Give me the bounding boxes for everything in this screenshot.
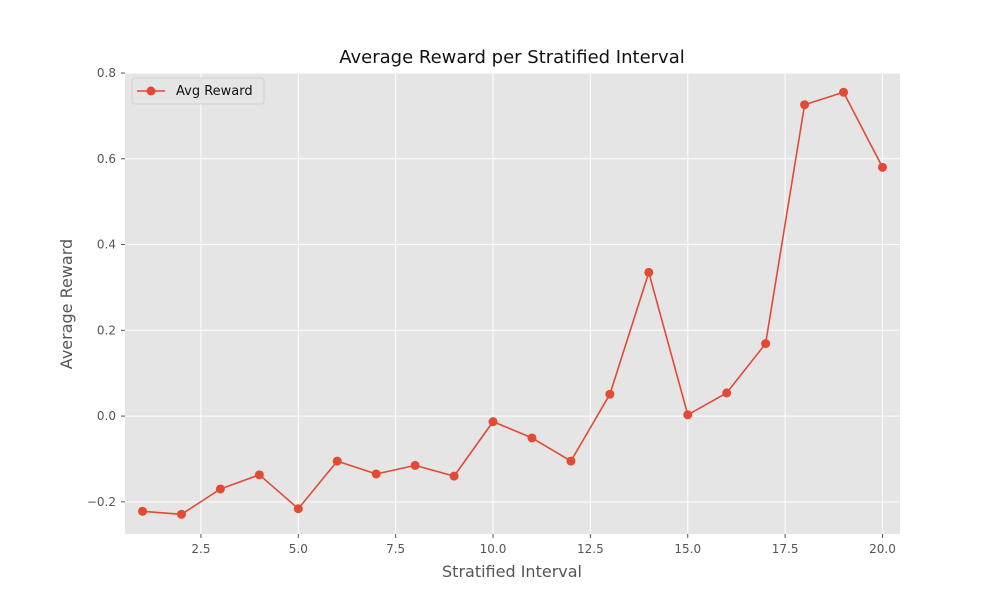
data-point	[176, 509, 186, 519]
x-tick-label: 10.0	[480, 542, 507, 556]
y-tick-label: 0.2	[97, 323, 116, 337]
legend: Avg Reward	[131, 77, 265, 105]
x-tick-label: 7.5	[386, 542, 405, 556]
y-tick-label: 0.4	[97, 238, 116, 252]
x-axis-ticks: 2.5 5.0 7.5 10.0 12.5 15.0 17.5 20.0	[191, 534, 896, 556]
y-tick-label: −0.2	[87, 495, 116, 509]
x-tick-label: 12.5	[577, 542, 604, 556]
data-point	[605, 389, 615, 399]
data-point	[877, 162, 887, 172]
data-point	[644, 267, 654, 277]
series-line	[142, 91, 884, 516]
data-point	[800, 100, 810, 110]
grid	[125, 72, 900, 534]
data-point	[527, 433, 537, 443]
data-point	[761, 339, 771, 349]
y-axis-ticks: −0.2 0.0 0.2 0.4 0.6 0.8	[87, 66, 125, 509]
y-tick-label: 0.8	[97, 66, 116, 80]
x-tick-label: 17.5	[772, 542, 799, 556]
y-tick-label: 0.0	[97, 409, 116, 423]
x-tick-label: 20.0	[869, 542, 896, 556]
plot-area	[125, 73, 900, 534]
data-point	[410, 460, 420, 470]
series	[138, 87, 887, 519]
data-point	[839, 87, 849, 97]
data-point	[566, 456, 576, 466]
data-point	[332, 456, 342, 466]
x-tick-label: 5.0	[289, 542, 308, 556]
data-point	[722, 388, 732, 398]
data-point	[138, 506, 148, 516]
x-tick-label: 2.5	[191, 542, 210, 556]
data-point	[488, 417, 498, 427]
data-point	[215, 484, 225, 494]
x-axis-label: Stratified Interval	[442, 562, 582, 581]
data-point	[683, 410, 693, 420]
x-tick-label: 15.0	[674, 542, 701, 556]
data-point	[449, 471, 459, 481]
y-tick-label: 0.6	[97, 152, 116, 166]
data-point	[254, 470, 264, 480]
data-point	[371, 469, 381, 479]
y-axis-label: Average Reward	[57, 239, 76, 369]
legend-label: Avg Reward	[176, 84, 253, 99]
chart-title: Average Reward per Stratified Interval	[339, 47, 684, 68]
legend-box	[131, 77, 265, 105]
legend-marker-swatch	[146, 86, 156, 96]
data-point	[293, 504, 303, 514]
